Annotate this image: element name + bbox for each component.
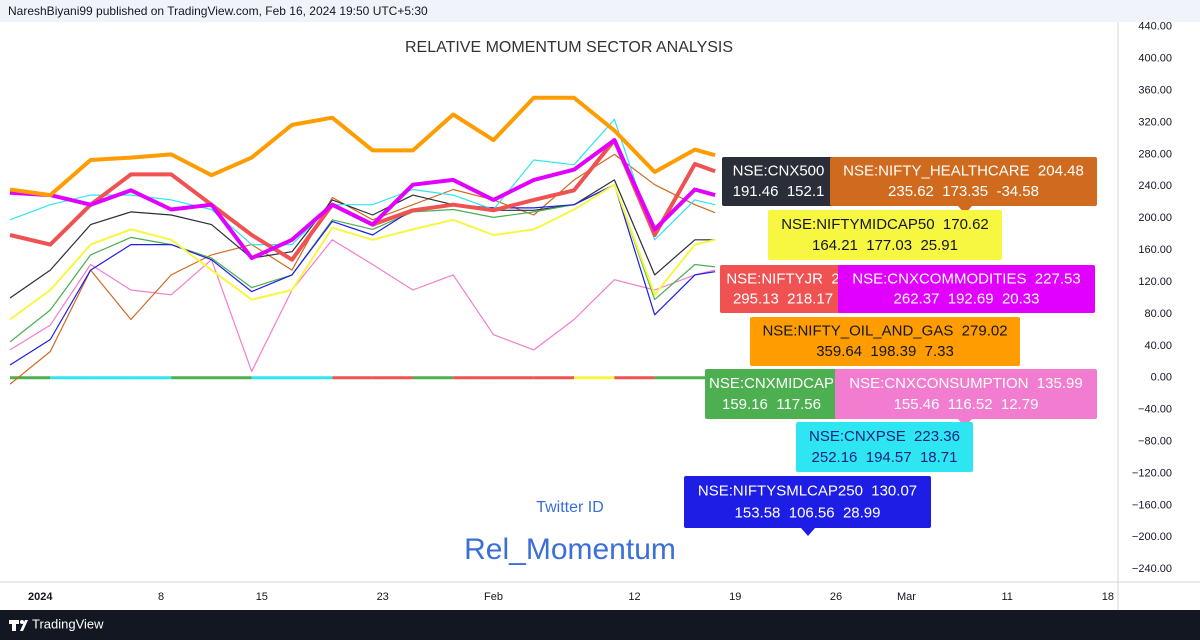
y-tick-label: 400.00 [1138,53,1172,65]
tag-box [835,369,1097,419]
x-tick-label: 26 [830,591,842,603]
value-tag: NSE:NIFTY_HEALTHCARE 204.48 235.62 173.35… [830,157,1097,214]
tag-box [720,265,846,313]
tag-stats: 262.37 192.69 20.33 [894,291,1040,308]
y-tick-label: 240.00 [1138,180,1172,192]
annotation: Twitter ID [536,499,604,516]
value-tag: NSE:CNXCONSUMPTION 135.99 155.46 116.52 1… [835,369,1097,427]
tag-box [838,265,1095,313]
tag-title: NSE:CNX500 [733,163,825,180]
series-line [9,138,716,261]
x-tick-label: 11 [1001,591,1012,603]
series-line [9,118,716,246]
annotation: Rel_Momentum [464,533,676,566]
value-tag: NSE:NIFTYMIDCAP50 170.62 164.21 177.03 25… [768,210,1002,260]
tag-box [768,210,1002,260]
series-line [9,183,716,321]
tag-stats: 252.16 194.57 18.71 [812,449,958,466]
y-tick-label: −80.00 [1138,436,1172,448]
x-tick-label: Feb [484,591,503,603]
x-tick-label: 18 [1102,591,1114,603]
tag-title: NSE:CNXCONSUMPTION 135.99 [849,375,1082,392]
tag-pointer [801,528,815,536]
header-bar [0,0,1200,22]
tag-box [750,317,1020,366]
x-tick-label: 12 [628,591,640,603]
value-tag: NSE:CNXPSE 223.36 252.16 194.57 18.71 [796,422,973,472]
series-line [9,239,716,372]
chart-title: RELATIVE MOMENTUM SECTOR ANALYSIS [405,39,733,56]
footer-bar [0,610,1200,640]
header-text: NareshBiyani99 published on TradingView.… [8,4,428,18]
value-tag: NSE:NIFTY_OIL_AND_GAS 279.02 359.64 198.3… [750,317,1020,366]
tag-stats: 153.58 106.56 28.99 [735,504,881,521]
tag-box [705,369,838,419]
y-tick-label: 280.00 [1138,148,1172,160]
footer-text: TradingView [32,616,104,631]
y-tick-label: 40.00 [1144,340,1172,352]
y-tick-label: 80.00 [1144,308,1172,320]
footer-logo [9,620,28,631]
y-tick-label: 0.00 [1151,372,1172,384]
y-tick-label: −120.00 [1132,467,1172,479]
value-tag: NSE:CNXCOMMODITIES 227.53 262.37 192.69 2… [838,265,1095,313]
y-tick-label: 200.00 [1138,212,1172,224]
tag-stats: 235.62 173.35 -34.58 [888,183,1039,200]
y-tick-label: 320.00 [1138,116,1172,128]
x-tick-label: 8 [158,591,164,603]
tag-stats: 164.21 177.03 25.91 [812,237,958,254]
tag-box [684,476,931,528]
tag-box [830,157,1097,206]
series-line [9,179,716,299]
y-tick-label: 160.00 [1138,244,1172,256]
x-tick-label: 19 [729,591,741,603]
tag-title: NSE:NIFTYMIDCAP50 170.62 [781,216,989,233]
tag-stats: 191.46 152.1 [733,183,825,200]
tag-title: NSE:NIFTYSMLCAP250 130.07 [698,483,917,500]
tag-box [796,422,973,472]
value-tag: NSE:CNXMIDCAP 159.16 117.56 [705,369,838,419]
y-tick-label: 440.00 [1138,21,1172,33]
tag-title: NSE:CNXCOMMODITIES 227.53 [852,270,1080,287]
tag-title: NSE:NIFTY_OIL_AND_GAS 279.02 [762,323,1007,340]
value-tag: NSE:CNX500 191.46 152.1 [722,157,835,206]
y-tick-label: −40.00 [1138,404,1172,416]
x-tick-label: Mar [897,591,916,603]
y-tick-label: −200.00 [1132,531,1172,543]
tag-box [722,157,835,206]
x-tick-label: 15 [256,591,268,603]
x-tick-label: 23 [377,591,389,603]
value-tag: NSE:NIFTYSMLCAP250 130.07 153.58 106.56 2… [684,476,931,536]
tag-stats: 159.16 117.56 [722,396,821,413]
x-tick-label: 2024 [28,591,53,603]
series-line [9,95,716,198]
y-tick-label: −240.00 [1132,563,1172,575]
tag-title: NSE:NIFTYJR 2 [726,270,839,287]
y-tick-label: −160.00 [1132,499,1172,511]
tag-title: NSE:NIFTY_HEALTHCARE 204.48 [843,163,1084,180]
tag-title: NSE:CNXPSE 223.36 [809,428,960,445]
tag-stats: 359.64 198.39 7.33 [816,343,954,360]
y-tick-label: 120.00 [1138,276,1172,288]
plot: 440.00 400.00 360.00 320.00 280.00 240.00 200.… [9,21,1172,603]
tag-stats: 295.13 218.17 [733,291,833,308]
series-line [9,153,716,385]
tag-title: NSE:CNXMIDCAP [709,375,834,392]
tag-stats: 155.46 116.52 12.79 [894,396,1039,413]
y-tick-label: 360.00 [1138,85,1172,97]
value-tag: NSE:NIFTYJR 2 295.13 218.17 [720,265,846,313]
